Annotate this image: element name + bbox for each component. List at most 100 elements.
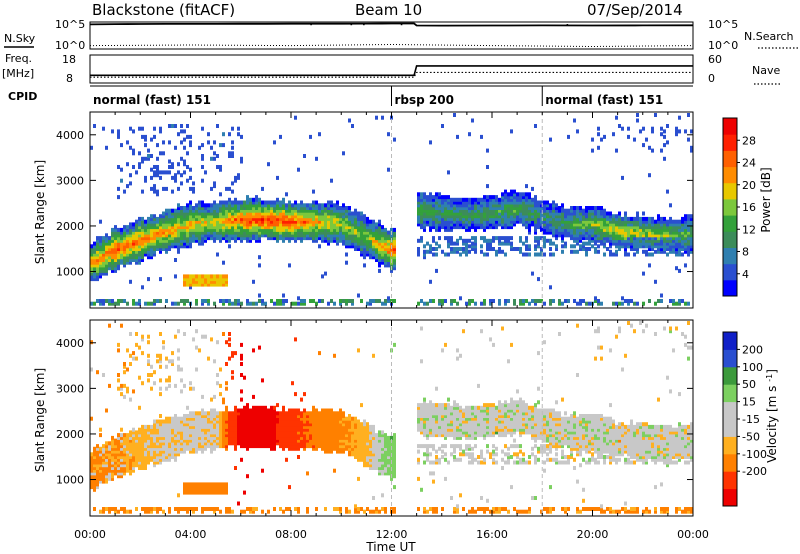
power-cell (348, 299, 351, 303)
power-cell (489, 211, 492, 216)
power-cell (99, 260, 102, 265)
power-cell (684, 230, 687, 235)
velocity-cell (297, 507, 300, 511)
power-cell (462, 200, 465, 205)
velocity-cell (90, 460, 93, 465)
power-cell (435, 219, 438, 224)
velocity-cell (180, 424, 183, 429)
power-cell (258, 230, 261, 235)
velocity-cell (291, 435, 294, 440)
velocity-cell (132, 449, 135, 454)
power-cell (198, 241, 201, 246)
power-cell (426, 249, 429, 254)
power-cell (237, 219, 240, 224)
power-cell (417, 211, 420, 216)
velocity-cell (222, 487, 225, 492)
velocity-cell (144, 435, 147, 440)
power-cell (297, 301, 300, 306)
power-cell (315, 301, 318, 306)
velocity-cell (312, 444, 315, 449)
power-cell (615, 115, 618, 120)
power-cell (516, 195, 519, 200)
velocity-cell (153, 427, 156, 432)
velocity-cell (147, 509, 150, 514)
power-cell (255, 219, 258, 224)
velocity-cell (90, 452, 93, 457)
power-cell (267, 211, 270, 216)
power-cell (486, 238, 489, 243)
power-cell (177, 222, 180, 227)
velocity-cell (303, 416, 306, 421)
velocity-cell (207, 430, 210, 435)
velocity-cell (201, 427, 204, 432)
power-cell (648, 247, 651, 251)
power-cell (162, 247, 165, 251)
velocity-cell (213, 509, 216, 514)
power-cell (387, 132, 390, 137)
power-cell (363, 241, 366, 246)
velocity-cell (243, 435, 246, 440)
power-cell (153, 184, 156, 189)
velocity-cell (213, 441, 216, 446)
power-cell (204, 227, 207, 232)
velocity-cell (174, 427, 177, 432)
velocity-cell (153, 455, 156, 459)
velocity-cell (180, 430, 183, 435)
power-cell (180, 222, 183, 227)
power-cell (627, 233, 630, 238)
velocity-cell (237, 416, 240, 421)
power-cell (663, 219, 666, 224)
power-cell (150, 227, 153, 232)
power-cell (600, 206, 603, 210)
power-cell (180, 233, 183, 238)
power-cell (309, 211, 312, 216)
velocity-cell (267, 408, 270, 413)
power-cell (147, 216, 150, 221)
power-cell (135, 252, 138, 257)
power-cell (279, 227, 282, 232)
power-cell (132, 241, 135, 246)
power-cell (306, 225, 309, 230)
power-cell (534, 216, 537, 221)
power-cell (657, 225, 660, 230)
power-cell (327, 208, 330, 213)
power-cell (213, 203, 216, 208)
power-cell (135, 222, 138, 227)
power-cell (687, 301, 690, 306)
power-cell (336, 214, 339, 219)
power-cell (417, 219, 420, 224)
velocity-cell (240, 389, 243, 394)
power-cell (294, 203, 297, 208)
power-cell (90, 301, 93, 306)
velocity-cell (210, 411, 213, 416)
power-cell (135, 301, 138, 306)
power-cell (222, 260, 225, 265)
velocity-cell (105, 468, 108, 473)
power-cell (669, 230, 672, 235)
power-cell (291, 216, 294, 221)
power-cell (684, 233, 687, 238)
velocity-cell (171, 362, 174, 366)
power-cell (297, 296, 300, 301)
velocity-cell (168, 449, 171, 454)
power-cell (363, 214, 366, 219)
power-cell (132, 230, 135, 235)
power-cell (441, 216, 444, 221)
power-cell (150, 214, 153, 219)
velocity-cell (231, 435, 234, 440)
power-cell (237, 200, 240, 205)
velocity-cell (201, 422, 204, 427)
velocity-cell (105, 479, 108, 484)
power-cell (375, 233, 378, 238)
velocity-cell (180, 419, 183, 424)
power-cell (204, 214, 207, 219)
power-cell (108, 255, 111, 260)
power-cell (135, 170, 138, 175)
power-cell (282, 299, 285, 303)
power-colorbar-tick-label: 28 (742, 134, 756, 147)
power-cell (678, 227, 681, 232)
power-cell (252, 236, 255, 241)
velocity-cell (291, 422, 294, 427)
velocity-cell (234, 411, 237, 416)
power-cell (663, 156, 666, 161)
